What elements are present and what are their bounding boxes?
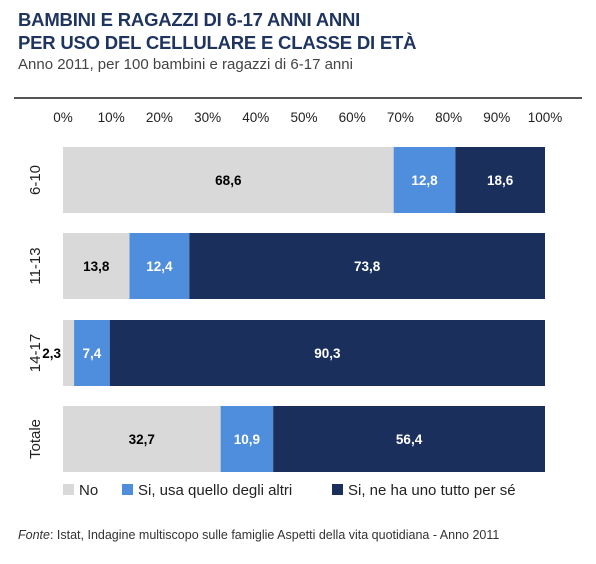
legend-label: No (79, 482, 98, 499)
data-label: 12,4 (146, 259, 173, 274)
bar-segment (63, 320, 75, 386)
x-tick-label: 20% (146, 110, 173, 125)
data-label: 73,8 (354, 259, 381, 274)
x-tick-label: 90% (483, 110, 510, 125)
bar-segment (109, 320, 545, 386)
x-tick-label: 100% (528, 110, 563, 125)
bar-segment (273, 406, 545, 472)
data-label: 90,3 (314, 346, 341, 361)
bar-segment (129, 233, 190, 299)
legend-swatch (332, 484, 343, 495)
x-tick-label: 50% (290, 110, 317, 125)
category-label: 14-17 (27, 334, 44, 372)
bar-segment (393, 147, 456, 213)
x-tick-label: 80% (435, 110, 462, 125)
data-label: 7,4 (83, 346, 102, 361)
header-divider (14, 97, 582, 99)
source-text: : Istat, Indagine multiscopo sulle famig… (49, 528, 500, 542)
data-label: 12,8 (411, 173, 438, 188)
legend-label: Si, ne ha uno tutto per sé (348, 482, 516, 499)
category-label: 11-13 (27, 247, 44, 284)
category-label: Totale (27, 419, 44, 459)
chart-title-line2: PER USO DEL CELLULARE E CLASSE DI ETÀ (18, 32, 417, 53)
x-tick-label: 60% (339, 110, 366, 125)
source-label: Fonte (18, 528, 50, 542)
bar-segment (63, 406, 221, 472)
bar-segment (455, 147, 545, 213)
bar-segment (63, 147, 394, 213)
data-label: 18,6 (487, 173, 514, 188)
data-label: 13,8 (83, 259, 110, 274)
bar-segment (63, 233, 130, 299)
category-label: 6-10 (27, 165, 44, 195)
chart-subtitle: Anno 2011, per 100 bambini e ragazzi di … (18, 56, 353, 73)
data-label: 32,7 (129, 432, 155, 447)
x-tick-label: 40% (242, 110, 269, 125)
data-label: 56,4 (396, 432, 423, 447)
x-tick-label: 10% (98, 110, 125, 125)
chart-title: BAMBINI E RAGAZZI DI 6-17 ANNI ANNI PER … (18, 8, 416, 54)
data-label: 10,9 (234, 432, 260, 447)
chart-title-line1: BAMBINI E RAGAZZI DI 6-17 ANNI ANNI (18, 9, 361, 30)
source-note: Fonte: Istat, Indagine multiscopo sulle … (18, 528, 499, 542)
bar-segment (189, 233, 545, 299)
stacked-bar-chart: 0% 10% 20% 30% 40% 50% 60% 70% 80% 90% 100% 68,6 12,… (27, 110, 563, 499)
data-label: 2,3 (42, 346, 61, 361)
data-label: 68,6 (215, 173, 242, 188)
bar-segment (220, 406, 274, 472)
legend-swatch (122, 484, 133, 495)
x-tick-label: 70% (387, 110, 414, 125)
legend-swatch (63, 484, 74, 495)
bar-segment (74, 320, 110, 386)
x-tick-label: 30% (194, 110, 221, 125)
x-tick-label: 0% (53, 110, 73, 125)
legend-label: Si, usa quello degli altri (138, 482, 292, 499)
